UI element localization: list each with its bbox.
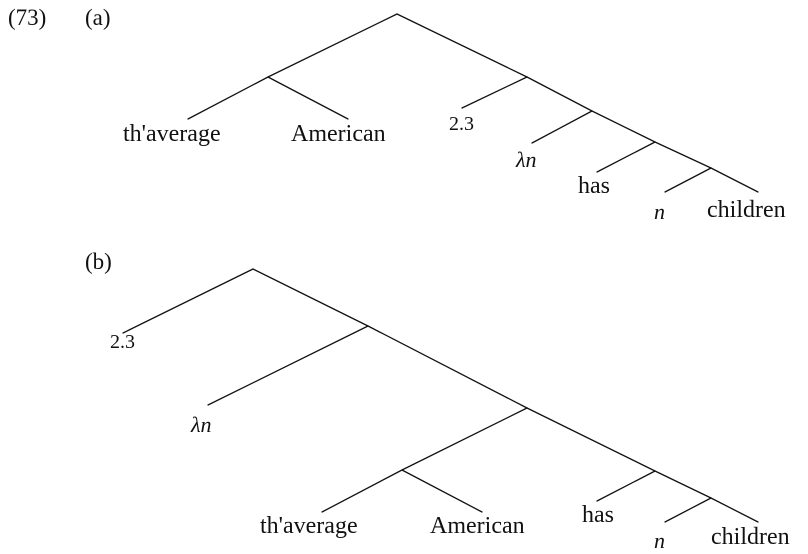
part-b-label: (b) [85, 249, 112, 274]
b-leaf-number: 2.3 [110, 331, 135, 353]
b-leaf-n: n [654, 528, 665, 553]
tree-a-branches [187, 13, 759, 193]
b-dp-right-branch [401, 469, 483, 513]
a-leaf-lambda-n: λn [516, 147, 537, 172]
b-num-branch [122, 268, 254, 334]
b-spine-3 [654, 470, 712, 499]
a-leaf-american: American [291, 121, 386, 147]
b-leaf-the-average: th'average [260, 513, 358, 539]
part-a-label: (a) [85, 5, 111, 30]
b-children-branch [710, 497, 759, 523]
b-leaf-children: children [711, 524, 790, 550]
b-leaf-lambda-n: λn [191, 412, 212, 437]
a-num-branch [461, 76, 528, 109]
b-n-branch [664, 497, 712, 523]
a-dp-right-branch [267, 76, 349, 120]
b-leaf-has: has [582, 502, 614, 528]
tree-b-branches [122, 268, 759, 523]
a-dp-left-branch [187, 76, 269, 120]
a-leaf-has: has [578, 173, 610, 199]
a-spine-2 [591, 110, 656, 143]
a-spine-1 [526, 76, 593, 112]
a-children-branch [710, 167, 759, 193]
a-spine-3 [654, 141, 712, 169]
example-number: (73) [8, 5, 47, 30]
b-vp-branch [526, 407, 656, 472]
b-dp-branch [401, 407, 528, 471]
a-lambda-branch [531, 110, 593, 144]
b-spine-2 [367, 325, 528, 409]
a-root-left-branch [267, 13, 398, 78]
a-leaf-n: n [654, 199, 665, 224]
a-leaf-number: 2.3 [449, 113, 474, 135]
b-lambda-branch [207, 325, 369, 406]
b-leaf-american: American [430, 513, 525, 539]
a-leaf-the-average: th'average [123, 121, 221, 147]
a-root-right-branch [396, 13, 528, 78]
a-has-branch [596, 141, 656, 173]
a-leaf-children: children [707, 197, 786, 223]
b-has-branch [596, 470, 656, 502]
b-spine-1 [252, 268, 369, 327]
b-dp-left-branch [321, 469, 403, 513]
a-n-branch [664, 167, 712, 193]
